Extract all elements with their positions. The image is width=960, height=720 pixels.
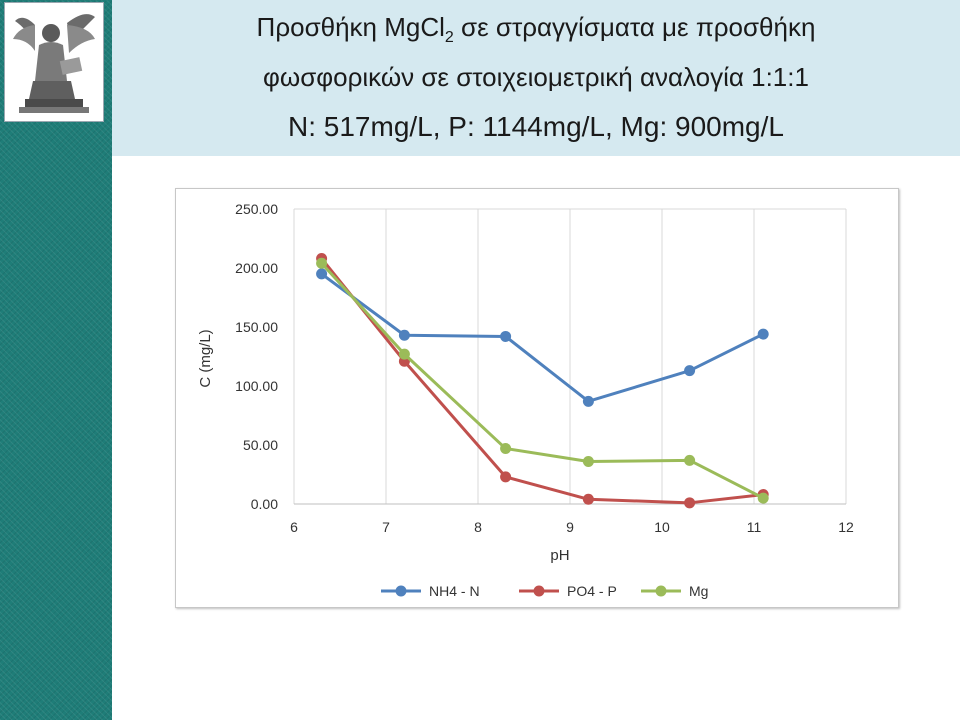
data-point-nh4-n (316, 268, 328, 280)
slide-concentrations-line: N: 517mg/L, P: 1144mg/L, Mg: 900mg/L (288, 111, 784, 142)
series-line-mg (320, 262, 764, 500)
legend-label-nh4-n: NH4 - N (429, 583, 480, 599)
series-line-nh4-n (320, 272, 764, 403)
y-tick-label: 0.00 (251, 496, 278, 512)
slide-title-line-1: Προσθήκη MgCl2 σε στραγγίσματα με προσθή… (256, 12, 816, 47)
x-tick-label: 8 (474, 519, 482, 535)
y-tick-label: 150.00 (235, 319, 278, 335)
series-line-po4-p (320, 257, 764, 505)
x-tick-label: 10 (654, 519, 670, 535)
title-band: Προσθήκη MgCl2 σε στραγγίσματα με προσθή… (112, 0, 960, 156)
ph-concentration-chart: 6 7 8 9 10 11 12 0.00 50.00 100.00 150.00 200.00 250… (197, 201, 854, 599)
legend-label-po4-p: PO4 - P (567, 583, 617, 599)
x-tick-label: 9 (566, 519, 574, 535)
data-point-mg (398, 348, 410, 360)
data-point-mg (684, 454, 696, 466)
legend-marker-mg (655, 585, 667, 597)
data-point-nh4-n (500, 330, 512, 342)
x-tick-label: 11 (747, 519, 762, 535)
legend-label-mg: Mg (689, 583, 708, 599)
data-point-nh4-n (684, 365, 696, 377)
x-tick-label: 7 (382, 519, 390, 535)
legend-marker-po4-p (533, 585, 545, 597)
data-point-nh4-n (398, 329, 410, 341)
y-tick-label: 250.00 (235, 201, 278, 217)
data-point-mg (757, 492, 769, 504)
data-point-nh4-n (582, 395, 594, 407)
x-axis-title: pH (550, 547, 569, 564)
legend-marker-nh4-n (395, 585, 407, 597)
data-point-mg (582, 456, 594, 468)
y-tick-label: 100.00 (235, 378, 278, 394)
university-emblem-icon (11, 9, 97, 115)
university-logo (4, 2, 104, 122)
slide-title-line-2: φωσφορικών σε στοιχειομετρική αναλογία 1… (263, 62, 809, 92)
x-tick-label: 12 (838, 519, 854, 535)
data-point-po4-p (582, 493, 594, 505)
data-point-mg (316, 257, 328, 269)
chart-frame: 6 7 8 9 10 11 12 0.00 50.00 100.00 150.00 200.00 250… (175, 188, 899, 608)
x-tick-label: 6 (290, 519, 298, 535)
y-axis-title: C (mg/L) (197, 329, 214, 387)
sidebar-decoration (0, 0, 112, 720)
y-tick-label: 50.00 (243, 437, 278, 453)
data-point-po4-p (684, 497, 696, 509)
data-point-nh4-n (757, 328, 769, 340)
data-point-po4-p (500, 471, 512, 483)
y-tick-label: 200.00 (235, 260, 278, 276)
data-point-mg (500, 443, 512, 455)
